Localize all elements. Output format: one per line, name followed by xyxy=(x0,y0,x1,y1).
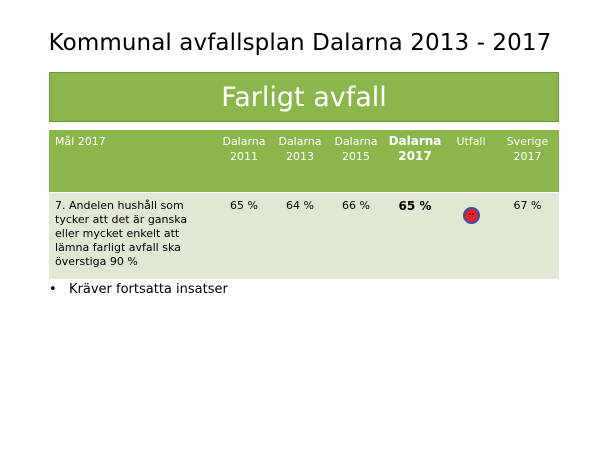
goal-table: Mål 2017 Dalarna 2011 Dalarna 2013 Dalar… xyxy=(49,130,559,279)
cell-dalarna-2017: 65 % xyxy=(384,192,446,279)
cell-dalarna-2015: 66 % xyxy=(328,192,384,279)
cell-goal: 7. Andelen hushåll som tycker att det är… xyxy=(49,192,216,279)
bullet-icon: • xyxy=(49,282,57,297)
header-dalarna-2013: Dalarna 2013 xyxy=(272,130,328,193)
table-row: 7. Andelen hushåll som tycker att det är… xyxy=(49,192,559,279)
header-sverige-2017: Sverige 2017 xyxy=(496,130,559,193)
sad-face-icon xyxy=(462,207,480,224)
header-goal: Mål 2017 xyxy=(49,130,216,193)
cell-outcome xyxy=(446,192,496,279)
header-dalarna-2017: Dalarna 2017 xyxy=(384,130,446,193)
cell-sverige-2017: 67 % xyxy=(496,192,559,279)
cell-dalarna-2011: 65 % xyxy=(216,192,272,279)
banner-label: Farligt avfall xyxy=(221,81,387,113)
header-dalarna-2011: Dalarna 2011 xyxy=(216,130,272,193)
bullet-list: • Kräver fortsatta insatser xyxy=(49,282,228,297)
table-header-row: Mål 2017 Dalarna 2011 Dalarna 2013 Dalar… xyxy=(49,130,559,193)
cell-dalarna-2013: 64 % xyxy=(272,192,328,279)
header-outcome: Utfall xyxy=(446,130,496,193)
header-dalarna-2015: Dalarna 2015 xyxy=(328,130,384,193)
section-banner: Farligt avfall xyxy=(49,72,559,122)
slide-title: Kommunal avfallsplan Dalarna 2013 - 2017 xyxy=(48,30,552,56)
list-item: • Kräver fortsatta insatser xyxy=(49,282,228,297)
bullet-text: Kräver fortsatta insatser xyxy=(69,282,228,297)
